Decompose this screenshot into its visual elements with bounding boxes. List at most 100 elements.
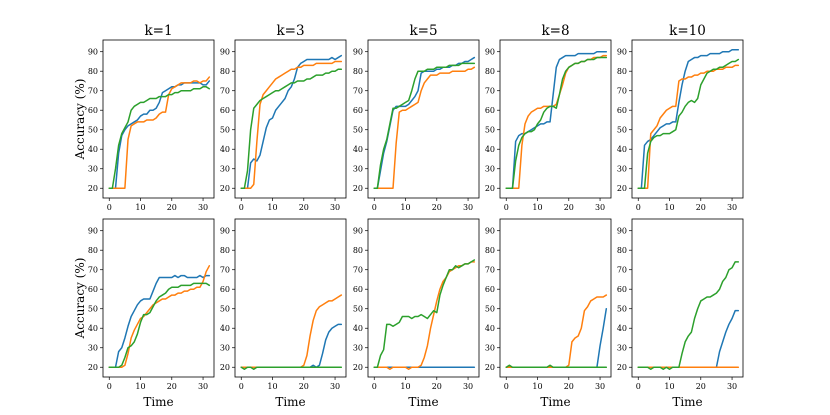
y-tick-label: 20 <box>353 184 363 193</box>
x-tick-label: 30 <box>463 382 473 391</box>
series-line-orange <box>240 294 343 368</box>
y-tick-label: 80 <box>353 246 363 255</box>
x-tick-label: 20 <box>432 382 442 391</box>
y-tick-label: 90 <box>220 227 230 236</box>
x-tick-label: 30 <box>595 203 605 212</box>
x-axis-label: Time <box>672 395 702 409</box>
y-tick-label: 50 <box>220 126 230 135</box>
x-tick-label: 20 <box>299 203 309 212</box>
y-tick-label: 90 <box>617 48 627 57</box>
series-line-green <box>108 86 211 189</box>
y-tick-label: 20 <box>617 363 627 372</box>
y-tick-label: 50 <box>485 126 495 135</box>
series-line-orange <box>373 66 476 189</box>
x-tick-label: 0 <box>107 203 112 212</box>
y-tick-label: 70 <box>220 266 230 275</box>
plot-frame <box>102 39 215 199</box>
x-axis-label: Time <box>540 395 570 409</box>
y-tick-label: 70 <box>485 266 495 275</box>
plot-frame <box>499 218 612 378</box>
y-tick-label: 20 <box>353 363 363 372</box>
x-tick-label: 10 <box>532 203 542 212</box>
y-tick-label: 50 <box>353 126 363 135</box>
x-tick-label: 0 <box>636 203 641 212</box>
x-tick-label: 10 <box>135 382 145 391</box>
y-tick-label: 60 <box>220 106 230 115</box>
x-tick-label: 30 <box>330 382 340 391</box>
y-tick-label: 30 <box>617 344 627 353</box>
series-line-blue <box>505 307 608 368</box>
x-tick-label: 0 <box>372 203 377 212</box>
x-tick-label: 10 <box>532 382 542 391</box>
y-tick-label: 50 <box>617 126 627 135</box>
x-tick-label: 10 <box>135 203 145 212</box>
y-tick-label: 40 <box>617 324 627 333</box>
y-tick-label: 60 <box>617 106 627 115</box>
series-line-blue <box>108 274 211 368</box>
x-tick-label: 20 <box>696 203 706 212</box>
y-tick-label: 60 <box>617 285 627 294</box>
series-line-orange <box>108 76 211 189</box>
panel-title: k=3 <box>276 23 304 39</box>
y-tick-label: 30 <box>485 344 495 353</box>
y-tick-label: 70 <box>485 87 495 96</box>
plot-frame <box>631 39 744 199</box>
x-tick-label: 30 <box>595 382 605 391</box>
panel-title: k=1 <box>144 23 172 39</box>
y-tick-label: 90 <box>353 227 363 236</box>
plot-frame <box>631 218 744 378</box>
x-tick-label: 10 <box>400 203 410 212</box>
y-tick-label: 40 <box>220 324 230 333</box>
y-tick-label: 30 <box>220 165 230 174</box>
x-tick-label: 0 <box>504 382 509 391</box>
y-tick-label: 50 <box>353 305 363 314</box>
panel-title: k=10 <box>669 23 706 39</box>
y-tick-label: 70 <box>88 266 98 275</box>
series-line-green <box>373 259 476 368</box>
y-tick-label: 50 <box>88 126 98 135</box>
plot-frame <box>367 218 480 378</box>
y-tick-label: 30 <box>220 344 230 353</box>
y-tick-label: 40 <box>220 145 230 154</box>
x-tick-label: 30 <box>463 203 473 212</box>
plot-frame <box>367 39 480 199</box>
subplot-10: 20 30 40 50 60 70 80 90 0 10 20 30 Time <box>617 218 744 409</box>
y-tick-label: 90 <box>617 227 627 236</box>
x-tick-label: 30 <box>727 203 737 212</box>
y-tick-label: 70 <box>353 87 363 96</box>
y-tick-label: 20 <box>485 363 495 372</box>
y-tick-label: 80 <box>485 67 495 76</box>
x-tick-label: 0 <box>372 382 377 391</box>
y-tick-label: 80 <box>88 246 98 255</box>
series-line-orange <box>240 60 343 189</box>
y-tick-label: 40 <box>617 145 627 154</box>
y-tick-label: 60 <box>353 285 363 294</box>
y-tick-label: 50 <box>88 305 98 314</box>
y-tick-label: 20 <box>617 184 627 193</box>
series-line-blue <box>240 54 343 189</box>
x-tick-label: 20 <box>299 382 309 391</box>
y-tick-label: 60 <box>485 106 495 115</box>
y-tick-label: 60 <box>88 285 98 294</box>
y-tick-label: 90 <box>353 48 363 57</box>
series-line-green <box>637 261 740 370</box>
series-line-green <box>240 68 343 189</box>
x-tick-label: 0 <box>504 203 509 212</box>
y-tick-label: 80 <box>617 246 627 255</box>
y-tick-label: 60 <box>485 285 495 294</box>
y-tick-label: 20 <box>88 184 98 193</box>
series-line-green <box>373 62 476 189</box>
subplot-2: k=3 20 30 40 50 60 70 80 90 0 10 20 30 <box>220 23 347 212</box>
y-axis-label: Accuracy (%) <box>73 258 87 340</box>
y-tick-label: 20 <box>220 184 230 193</box>
x-tick-label: 20 <box>167 203 177 212</box>
y-tick-label: 90 <box>220 48 230 57</box>
series-line-orange <box>637 64 740 189</box>
y-tick-label: 30 <box>88 165 98 174</box>
y-tick-label: 80 <box>485 246 495 255</box>
y-tick-label: 50 <box>617 305 627 314</box>
x-tick-label: 20 <box>564 382 574 391</box>
series-line-green <box>108 282 211 368</box>
